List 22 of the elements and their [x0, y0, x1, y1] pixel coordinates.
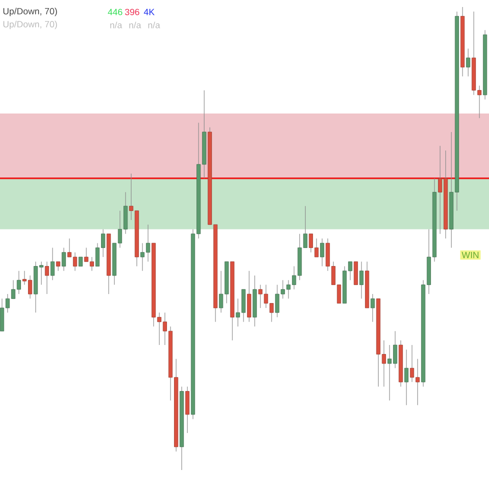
candlestick	[50, 247, 55, 280]
candlestick	[185, 386, 190, 434]
candlestick	[56, 261, 60, 272]
annotation: 396	[125, 8, 140, 16]
candlestick	[62, 247, 66, 272]
annotation: Up/Down, 70)	[3, 20, 57, 30]
candlestick	[320, 238, 324, 267]
candlestick	[466, 48, 470, 77]
annotation: Up/Down, 70)	[3, 8, 57, 16]
annotation: WIN	[462, 252, 478, 258]
candlestick	[78, 256, 83, 266]
candlestick	[370, 294, 375, 322]
annotation: n/a	[110, 22, 122, 28]
candlestick	[404, 349, 408, 406]
candlestick	[247, 270, 252, 322]
candlestick	[354, 261, 358, 286]
annotation: 4K	[144, 8, 155, 16]
annotation: n/a	[129, 22, 142, 28]
annotation: n/a	[148, 22, 160, 28]
candlestick	[359, 261, 364, 299]
candlestick	[44, 261, 50, 294]
annotation: 446	[108, 8, 122, 16]
